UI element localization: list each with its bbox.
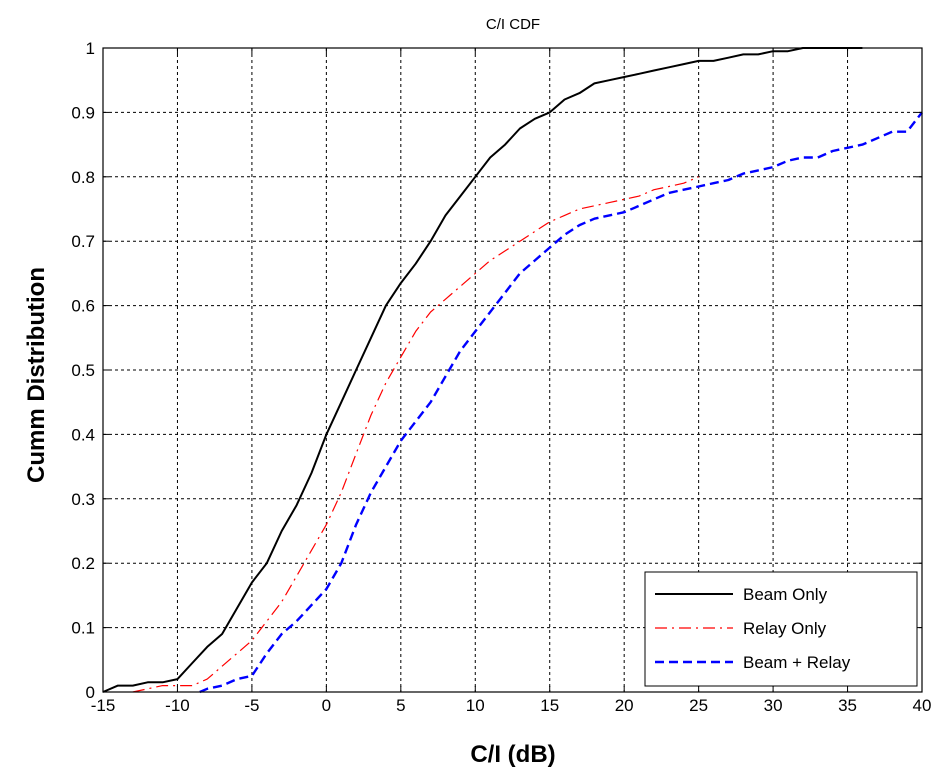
- y-tick-label: 0.8: [71, 168, 95, 187]
- x-tick-label: 10: [466, 696, 485, 715]
- x-tick-label: 30: [764, 696, 783, 715]
- x-tick-label: 5: [396, 696, 405, 715]
- y-tick-label: 0.6: [71, 297, 95, 316]
- ticks: -15 -10 -5 0 5 10 15 20 25 30 35 40 0 0.1 0.2 0.3 0.4 0.5…: [71, 39, 931, 715]
- x-tick-label: 20: [615, 696, 634, 715]
- y-tick-label: 0.1: [71, 619, 95, 638]
- legend-label: Beam Only: [743, 585, 828, 604]
- legend-box: [644, 571, 918, 687]
- series-line-relay-only: [132, 176, 699, 693]
- legend-label: Relay Only: [743, 619, 827, 638]
- y-tick-label: 1: [86, 39, 95, 58]
- y-tick-label: 0.5: [71, 361, 95, 380]
- y-tick-label: 0.3: [71, 490, 95, 509]
- legend: Beam Only Relay Only Beam + Relay: [644, 571, 918, 687]
- y-axis-label: Cumm Distribution: [23, 267, 50, 483]
- y-tick-label: 0.2: [71, 554, 95, 573]
- series-layer: [102, 47, 923, 694]
- x-tick-label: -10: [165, 696, 190, 715]
- x-tick-label: 25: [689, 696, 708, 715]
- x-tick-label: -15: [91, 696, 116, 715]
- y-tick-label: 0: [86, 683, 95, 702]
- x-tick-label: 15: [540, 696, 559, 715]
- x-tick-label: 40: [913, 696, 932, 715]
- x-tick-label: 35: [838, 696, 857, 715]
- series-line-beam-only: [102, 47, 863, 693]
- x-axis-label: C/I (dB): [470, 741, 555, 768]
- x-tick-label: -5: [244, 696, 259, 715]
- y-tick-label: 0.4: [71, 425, 95, 444]
- legend-label: Beam + Relay: [743, 653, 851, 672]
- series-line-beam-relay: [199, 111, 923, 694]
- y-tick-label: 0.9: [71, 103, 95, 122]
- y-tick-label: 0.7: [71, 232, 95, 251]
- x-tick-label: 0: [322, 696, 331, 715]
- chart-title: C/I CDF: [486, 16, 540, 33]
